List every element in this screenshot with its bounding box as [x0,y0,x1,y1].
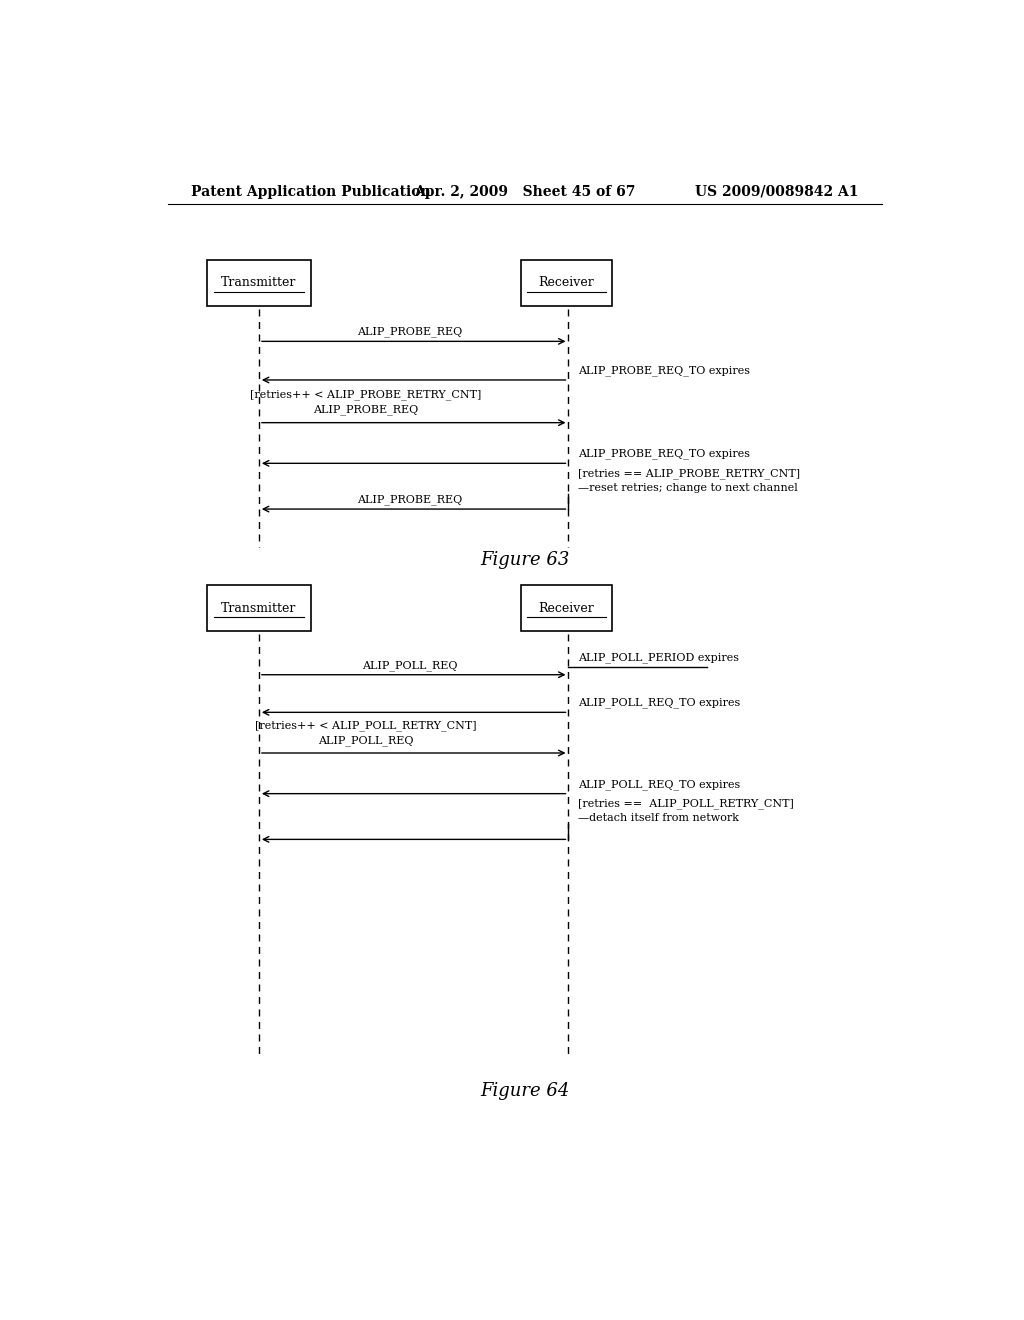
Text: Apr. 2, 2009   Sheet 45 of 67: Apr. 2, 2009 Sheet 45 of 67 [414,185,636,199]
Text: ALIP_POLL_REQ: ALIP_POLL_REQ [361,660,458,671]
FancyBboxPatch shape [521,260,612,306]
Text: —detach itself from network: —detach itself from network [578,813,739,824]
Text: ALIP_PROBE_REQ_TO expires: ALIP_PROBE_REQ_TO expires [578,449,750,459]
Text: ALIP_PROBE_REQ: ALIP_PROBE_REQ [313,404,419,414]
Text: US 2009/0089842 A1: US 2009/0089842 A1 [694,185,858,199]
Text: Transmitter: Transmitter [221,276,297,289]
Text: Patent Application Publication: Patent Application Publication [191,185,431,199]
FancyBboxPatch shape [207,585,310,631]
Text: [retries ==  ALIP_POLL_RETRY_CNT]: [retries == ALIP_POLL_RETRY_CNT] [578,799,794,809]
FancyBboxPatch shape [207,260,310,306]
Text: —reset retries; change to next channel: —reset retries; change to next channel [578,483,798,492]
FancyBboxPatch shape [521,585,612,631]
Text: Transmitter: Transmitter [221,602,297,615]
Text: ALIP_POLL_REQ: ALIP_POLL_REQ [318,735,414,746]
Text: ALIP_PROBE_REQ_TO expires: ALIP_PROBE_REQ_TO expires [578,366,750,376]
Text: Figure 63: Figure 63 [480,550,569,569]
Text: [retries == ALIP_PROBE_RETRY_CNT]: [retries == ALIP_PROBE_RETRY_CNT] [578,467,800,479]
Text: ALIP_PROBE_REQ: ALIP_PROBE_REQ [357,326,463,338]
Text: ALIP_POLL_REQ_TO expires: ALIP_POLL_REQ_TO expires [578,697,740,709]
Text: Figure 64: Figure 64 [480,1082,569,1101]
Text: Receiver: Receiver [539,276,594,289]
Text: [retries++ < ALIP_PROBE_RETRY_CNT]: [retries++ < ALIP_PROBE_RETRY_CNT] [251,389,481,400]
Text: ALIP_PROBE_REQ: ALIP_PROBE_REQ [357,494,463,506]
Text: ALIP_POLL_PERIOD expires: ALIP_POLL_PERIOD expires [578,652,739,663]
Text: Receiver: Receiver [539,602,594,615]
Text: [retries++ < ALIP_POLL_RETRY_CNT]: [retries++ < ALIP_POLL_RETRY_CNT] [255,719,477,731]
Text: ALIP_POLL_REQ_TO expires: ALIP_POLL_REQ_TO expires [578,779,740,789]
